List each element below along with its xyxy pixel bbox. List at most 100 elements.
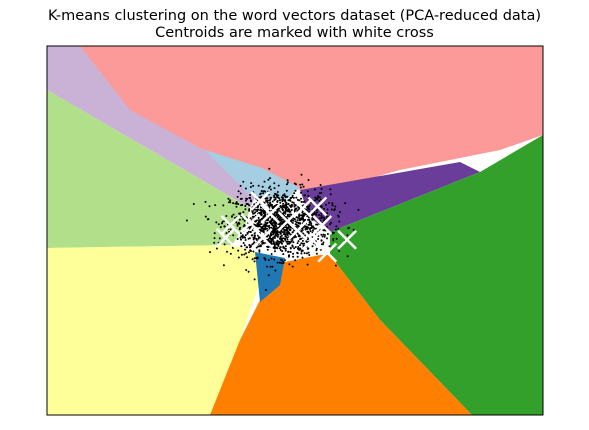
data-point [321, 235, 324, 238]
data-point [270, 234, 273, 237]
data-point [297, 240, 300, 243]
data-point [273, 225, 276, 228]
region-purple [300, 162, 480, 232]
data-point [303, 242, 306, 245]
data-point [320, 212, 323, 215]
data-point [301, 256, 304, 259]
data-point [318, 214, 321, 216]
data-point [259, 208, 262, 211]
data-point [316, 223, 319, 226]
data-point [285, 203, 288, 206]
data-point [237, 249, 240, 252]
data-point [267, 246, 270, 249]
data-point [267, 259, 270, 262]
data-point [261, 226, 264, 229]
centroid-marker [215, 227, 236, 248]
data-point [248, 197, 251, 199]
data-point [307, 247, 310, 250]
data-point [291, 231, 294, 234]
data-point [293, 205, 296, 208]
centroid-marker [260, 204, 281, 224]
data-point [215, 221, 218, 224]
data-point [262, 192, 265, 195]
data-point [254, 211, 257, 214]
data-point [264, 213, 267, 216]
data-point [287, 250, 290, 253]
data-point [273, 187, 276, 190]
data-point [290, 213, 293, 216]
data-point [279, 199, 281, 202]
data-point [330, 221, 333, 224]
data-point [291, 222, 294, 224]
data-point [311, 214, 314, 217]
data-point [328, 202, 331, 204]
data-point [221, 220, 224, 223]
data-point [270, 257, 273, 260]
data-point [271, 265, 274, 268]
data-point [283, 229, 286, 232]
data-point [301, 183, 304, 186]
data-point [280, 218, 282, 221]
data-point [290, 205, 293, 207]
data-point [237, 203, 240, 206]
data-point [268, 224, 271, 227]
data-point [241, 236, 244, 239]
data-point [249, 226, 252, 228]
data-point [276, 216, 279, 219]
data-point [284, 239, 287, 241]
data-point [253, 278, 256, 281]
data-point [302, 185, 305, 188]
data-point [239, 184, 242, 187]
data-point [306, 263, 309, 266]
data-point [306, 227, 309, 230]
data-point [267, 274, 270, 277]
data-point [303, 219, 306, 222]
data-point [320, 239, 323, 242]
data-point [281, 221, 284, 224]
data-point [271, 230, 274, 233]
data-point [301, 242, 304, 245]
data-point [239, 212, 242, 215]
data-point [285, 183, 288, 186]
data-point [240, 245, 243, 248]
data-point [226, 250, 228, 253]
data-point [244, 239, 247, 241]
data-point [256, 223, 259, 225]
data-point [278, 218, 281, 221]
data-point [282, 246, 285, 249]
data-point [240, 238, 242, 241]
data-point [266, 201, 269, 204]
data-point [229, 228, 232, 231]
data-point [252, 238, 255, 241]
data-point [272, 240, 275, 243]
data-point [315, 249, 318, 252]
data-point [253, 234, 256, 237]
data-point [208, 205, 211, 208]
data-point [320, 214, 323, 217]
data-point [242, 211, 245, 214]
data-point [308, 254, 311, 256]
data-point [239, 226, 242, 229]
data-point [316, 198, 319, 201]
region-light-green [47, 90, 250, 248]
data-point [222, 204, 225, 207]
data-point [297, 221, 300, 224]
data-point [249, 249, 252, 252]
data-point [275, 232, 278, 235]
data-point [264, 190, 267, 193]
data-point [264, 197, 267, 200]
data-point [270, 238, 273, 241]
data-point [322, 219, 325, 222]
data-point [248, 208, 251, 211]
data-point [305, 240, 308, 243]
data-point [303, 225, 306, 228]
data-point [248, 244, 251, 246]
data-point [279, 206, 282, 208]
data-point [286, 195, 289, 198]
data-point [253, 260, 256, 263]
data-point [299, 186, 302, 189]
data-point [249, 194, 251, 196]
data-point [276, 235, 279, 238]
data-point [235, 221, 238, 224]
data-point [295, 221, 298, 224]
